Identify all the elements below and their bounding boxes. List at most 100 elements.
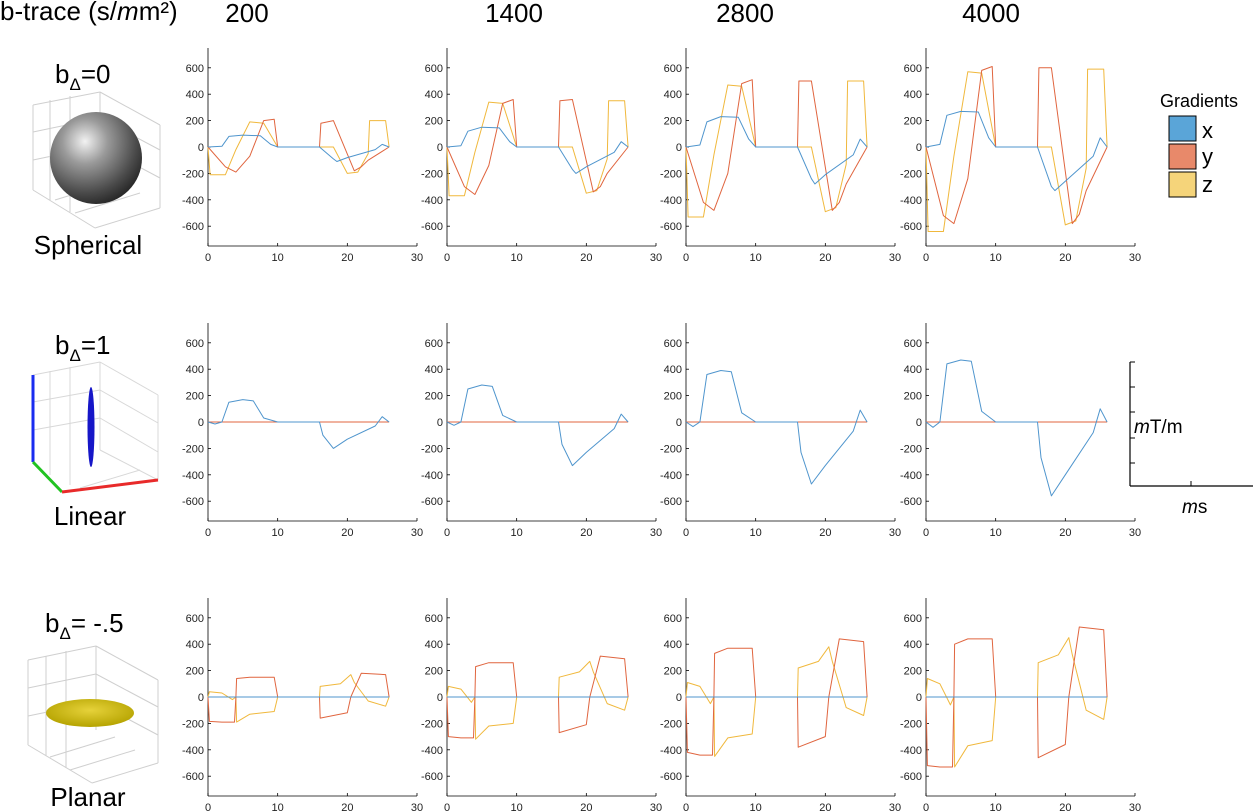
y-tick-label: -400 bbox=[900, 745, 922, 757]
y-tick-label: -600 bbox=[660, 221, 682, 233]
y-tick-label: -600 bbox=[900, 771, 922, 783]
y-tick-label: 0 bbox=[437, 692, 443, 704]
x-tick-label: 10 bbox=[750, 527, 762, 539]
series-line-y bbox=[925, 626, 1108, 768]
y-tick-label: -400 bbox=[421, 470, 443, 482]
y-tick-label: -200 bbox=[660, 443, 682, 455]
y-tick-label: 0 bbox=[198, 692, 204, 704]
x-tick-label: 20 bbox=[819, 527, 831, 539]
y-tick-label: -400 bbox=[660, 470, 682, 482]
x-tick-label: 30 bbox=[411, 802, 423, 812]
x-tick-label: 10 bbox=[272, 252, 284, 264]
x-tick-label: 10 bbox=[990, 802, 1002, 812]
y-tick-label: -400 bbox=[182, 195, 204, 207]
x-tick-label: 0 bbox=[923, 252, 929, 264]
y-tick-label: -600 bbox=[900, 221, 922, 233]
series-line-x bbox=[207, 399, 390, 449]
x-tick-label: 10 bbox=[511, 527, 523, 539]
axis-key-y-label: mT/m bbox=[1134, 417, 1183, 438]
shape-label-planar: Planar bbox=[50, 782, 125, 812]
y-tick-label: -200 bbox=[421, 443, 443, 455]
x-tick-label: 0 bbox=[444, 527, 450, 539]
y-tick-label: -400 bbox=[660, 745, 682, 757]
y-tick-label: -600 bbox=[182, 496, 204, 508]
y-tick-label: -400 bbox=[421, 745, 443, 757]
panel-spherical-2800: -600 -400 -200 0 200 400 600 0 10 20 30 bbox=[660, 48, 901, 264]
x-tick-label: 30 bbox=[411, 527, 423, 539]
y-tick-label: 400 bbox=[186, 639, 204, 651]
btitle-linear: bΔ=1 bbox=[55, 330, 110, 365]
planar-illustration bbox=[27, 645, 159, 784]
series-line-x bbox=[446, 384, 629, 467]
legend-title: Gradients bbox=[1160, 91, 1238, 111]
legend-swatch-y bbox=[1168, 143, 1197, 170]
column-header-200: 200 bbox=[225, 0, 268, 28]
y-tick-label: 200 bbox=[186, 116, 204, 128]
y-tick-label: -600 bbox=[182, 771, 204, 783]
x-tick-label: 20 bbox=[580, 802, 592, 812]
y-tick-label: 200 bbox=[904, 391, 922, 403]
y-tick-label: 600 bbox=[425, 338, 443, 350]
y-tick-label: 400 bbox=[186, 89, 204, 101]
column-header-4000: 4000 bbox=[962, 0, 1020, 28]
y-tick-label: -200 bbox=[900, 168, 922, 180]
panel-linear-2800: -600 -400 -200 0 200 400 600 0 10 20 30 bbox=[660, 323, 901, 539]
y-tick-label: -200 bbox=[660, 168, 682, 180]
y-tick-label: -600 bbox=[421, 221, 443, 233]
x-tick-label: 10 bbox=[990, 527, 1002, 539]
x-tick-label: 30 bbox=[650, 802, 662, 812]
y-tick-label: -400 bbox=[900, 195, 922, 207]
panel-linear-200: -600 -400 -200 0 200 400 600 0 10 20 30 bbox=[182, 323, 423, 539]
series-line-z bbox=[925, 68, 1108, 232]
panel-planar-1400: -600 -400 -200 0 200 400 600 0 10 20 30 bbox=[421, 598, 662, 812]
x-tick-label: 0 bbox=[444, 252, 450, 264]
y-tick-label: -200 bbox=[900, 443, 922, 455]
y-tick-label: 200 bbox=[425, 666, 443, 678]
x-tick-label: 10 bbox=[511, 252, 523, 264]
sphere-illustration bbox=[32, 91, 161, 229]
y-tick-label: 0 bbox=[676, 142, 682, 154]
y-tick-label: -200 bbox=[900, 718, 922, 730]
y-tick-label: -600 bbox=[421, 496, 443, 508]
y-tick-label: 600 bbox=[186, 338, 204, 350]
x-tick-label: 30 bbox=[650, 252, 662, 264]
panel-planar-2800: -600 -400 -200 0 200 400 600 0 10 20 30 bbox=[660, 598, 901, 812]
y-tick-label: 0 bbox=[676, 692, 682, 704]
x-tick-label: 20 bbox=[819, 252, 831, 264]
x-tick-label: 20 bbox=[1059, 527, 1071, 539]
y-tick-label: 0 bbox=[198, 417, 204, 429]
legend-label-z: z bbox=[1202, 172, 1213, 197]
x-tick-label: 10 bbox=[750, 802, 762, 812]
y-tick-label: 600 bbox=[664, 63, 682, 75]
y-tick-label: 400 bbox=[664, 364, 682, 376]
panel-spherical-200: -600 -400 -200 0 200 400 600 0 10 20 30 bbox=[182, 48, 423, 264]
btitle-planar: bΔ= -.5 bbox=[45, 608, 124, 643]
y-tick-label: 200 bbox=[664, 391, 682, 403]
panel-planar-4000: -600 -400 -200 0 200 400 600 0 10 20 30 bbox=[900, 598, 1141, 812]
x-tick-label: 0 bbox=[205, 252, 211, 264]
panel-linear-1400: -600 -400 -200 0 200 400 600 0 10 20 30 bbox=[421, 323, 662, 539]
x-tick-label: 0 bbox=[444, 802, 450, 812]
axis-key-x-label: ms bbox=[1182, 497, 1207, 518]
x-tick-label: 30 bbox=[650, 527, 662, 539]
shape-label-spherical: Spherical bbox=[34, 230, 142, 260]
y-tick-label: 200 bbox=[664, 666, 682, 678]
y-tick-label: 600 bbox=[425, 613, 443, 625]
x-tick-label: 20 bbox=[341, 252, 353, 264]
x-tick-label: 30 bbox=[1129, 802, 1141, 812]
panel-spherical-1400: -600 -400 -200 0 200 400 600 0 10 20 30 bbox=[421, 48, 662, 264]
series-line-y bbox=[207, 672, 390, 723]
y-tick-label: 600 bbox=[186, 63, 204, 75]
x-tick-label: 30 bbox=[1129, 527, 1141, 539]
series-line-y bbox=[685, 638, 868, 756]
y-tick-label: 0 bbox=[437, 142, 443, 154]
x-tick-label: 20 bbox=[580, 252, 592, 264]
column-header-2800: 2800 bbox=[716, 0, 774, 28]
x-tick-label: 0 bbox=[923, 527, 929, 539]
y-tick-label: 600 bbox=[186, 613, 204, 625]
y-tick-label: 200 bbox=[186, 391, 204, 403]
y-tick-label: 400 bbox=[664, 639, 682, 651]
y-tick-label: 200 bbox=[425, 391, 443, 403]
y-tick-label: 400 bbox=[425, 89, 443, 101]
